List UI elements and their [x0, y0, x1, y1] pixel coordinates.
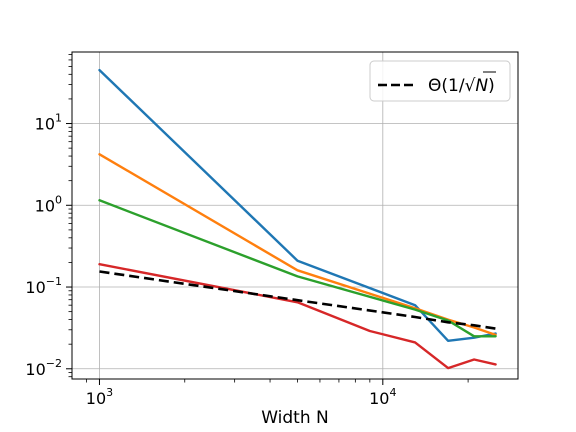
y-tick-label: 10−1	[25, 275, 62, 297]
x-tick-label: 104	[369, 386, 396, 408]
legend-box	[369, 60, 511, 102]
reference-line-theta	[99, 270, 496, 330]
x-tick-label-exponent: 3	[106, 386, 113, 399]
grid-lines	[72, 52, 518, 379]
x-axis-label: Width N	[261, 408, 329, 428]
y-tick-label-exponent: −1	[46, 275, 62, 288]
x-tick-label-base: 10	[86, 389, 106, 408]
series-line-4	[98, 263, 497, 370]
y-tick-label: 101	[35, 112, 62, 134]
legend-label-sqrt-symbol: √	[465, 76, 476, 96]
data-series	[98, 68, 497, 370]
x-tick-label: 103	[86, 386, 113, 408]
y-tick-label-exponent: 0	[55, 193, 62, 206]
legend: Θ(1/√N)	[369, 60, 511, 102]
y-tick-label-base: 10	[25, 360, 45, 379]
legend-label-sqrt-arg: N	[475, 76, 488, 96]
x-tick-label-base: 10	[369, 389, 389, 408]
y-tick-label-base: 10	[35, 115, 55, 134]
y-tick-label-base: 10	[25, 278, 45, 297]
legend-label-suffix: )	[488, 76, 495, 96]
y-tick-label-exponent: 1	[55, 112, 62, 125]
legend-label-prefix: Θ(1/	[428, 76, 465, 96]
y-tick-label: 10−2	[25, 357, 62, 379]
plot-area-background	[72, 52, 518, 379]
legend-label-theta: Θ(1/√N)	[428, 76, 495, 96]
plot-frame	[71, 51, 519, 380]
y-tick-label-exponent: −2	[46, 357, 62, 370]
y-tick-label-base: 10	[35, 196, 55, 215]
minor-ticks	[68, 54, 469, 383]
series-line-3	[98, 199, 497, 338]
y-tick-label: 100	[35, 193, 62, 215]
x-tick-label-exponent: 4	[389, 386, 396, 399]
